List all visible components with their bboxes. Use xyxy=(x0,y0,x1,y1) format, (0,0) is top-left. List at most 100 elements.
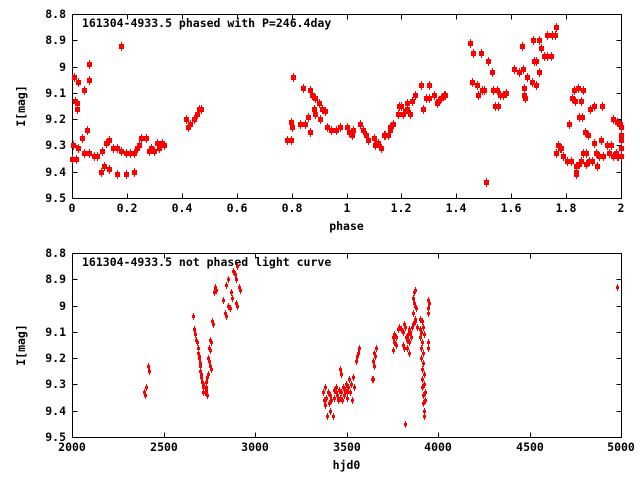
data-point xyxy=(396,110,401,119)
data-point xyxy=(143,389,146,396)
data-point xyxy=(423,371,426,378)
data-point xyxy=(358,345,361,352)
data-point xyxy=(406,345,409,352)
data-point xyxy=(313,110,318,119)
data-point xyxy=(559,144,564,153)
data-point xyxy=(326,413,329,420)
data-point xyxy=(147,147,152,156)
data-point xyxy=(329,408,332,415)
data-point xyxy=(353,384,356,391)
data-point xyxy=(419,316,422,323)
data-point xyxy=(209,363,212,370)
data-point xyxy=(392,347,395,354)
data-point xyxy=(87,60,92,69)
data-point xyxy=(419,334,422,341)
data-point xyxy=(119,42,124,51)
y-tick-label: 8.8 xyxy=(45,246,66,260)
data-point xyxy=(531,36,536,45)
data-point xyxy=(424,389,427,396)
data-point xyxy=(205,389,208,396)
data-point xyxy=(573,97,578,106)
data-point xyxy=(496,102,501,111)
data-point xyxy=(423,413,426,420)
data-point xyxy=(405,105,410,114)
data-point xyxy=(308,128,313,137)
data-point xyxy=(124,170,129,179)
data-point xyxy=(239,287,242,294)
x-tick-label: 4500 xyxy=(516,440,544,454)
data-point xyxy=(414,318,417,325)
data-point xyxy=(523,94,528,103)
data-point xyxy=(592,139,597,148)
data-point xyxy=(422,392,425,399)
data-point xyxy=(225,313,228,320)
data-point xyxy=(205,379,208,386)
data-point xyxy=(119,147,124,156)
data-point xyxy=(572,86,577,95)
data-point xyxy=(357,350,360,357)
data-point xyxy=(424,94,429,103)
data-point xyxy=(135,144,140,153)
data-point xyxy=(590,157,595,166)
data-point xyxy=(115,170,120,179)
data-point xyxy=(149,144,154,153)
data-point xyxy=(580,113,585,122)
data-point xyxy=(209,347,212,354)
data-point xyxy=(421,105,426,114)
data-point xyxy=(349,389,352,396)
data-point xyxy=(137,141,142,150)
data-point xyxy=(323,397,326,404)
data-point xyxy=(318,115,323,124)
data-point xyxy=(124,149,129,158)
data-point xyxy=(290,123,295,132)
data-point xyxy=(128,149,133,158)
data-point xyxy=(402,329,405,336)
data-point xyxy=(208,345,211,352)
data-point xyxy=(76,78,81,87)
data-point xyxy=(74,155,79,164)
data-point xyxy=(614,149,619,158)
data-point xyxy=(375,345,378,352)
x-tick-label: 3500 xyxy=(333,440,361,454)
data-point xyxy=(412,321,415,328)
data-point xyxy=(343,392,346,399)
data-point xyxy=(324,384,327,391)
data-point xyxy=(403,345,406,352)
data-point xyxy=(197,345,200,352)
data-point xyxy=(427,345,430,352)
data-point xyxy=(522,84,527,93)
data-point xyxy=(576,84,581,93)
data-point xyxy=(225,282,228,289)
x-tick-label: 3000 xyxy=(241,440,269,454)
data-point xyxy=(341,397,344,404)
data-point xyxy=(212,321,215,328)
data-point xyxy=(579,157,584,166)
data-point xyxy=(209,337,212,344)
data-point xyxy=(414,287,417,294)
data-point xyxy=(195,337,198,344)
data-point xyxy=(232,268,235,275)
data-point xyxy=(100,147,105,156)
x-tick-label: 0.2 xyxy=(117,201,138,215)
data-point xyxy=(324,402,327,409)
data-point xyxy=(346,395,349,402)
data-point xyxy=(402,342,405,349)
data-point xyxy=(348,376,351,383)
data-point xyxy=(70,155,75,164)
data-point xyxy=(561,152,566,161)
y-tick-label: 9.3 xyxy=(45,377,66,391)
plot-title: 161304-4933.5 not phased light curve xyxy=(82,255,331,269)
data-point xyxy=(313,94,318,103)
data-point xyxy=(291,73,296,82)
data-point xyxy=(475,81,480,90)
data-point xyxy=(358,120,363,129)
data-point xyxy=(413,289,416,296)
y-tick-label: 9.1 xyxy=(45,86,66,100)
data-point xyxy=(87,149,92,158)
data-point xyxy=(323,107,328,116)
data-point xyxy=(235,276,238,283)
data-point xyxy=(351,397,354,404)
data-point xyxy=(199,368,202,375)
x-tick-label: 1.4 xyxy=(446,201,467,215)
data-point xyxy=(328,400,331,407)
